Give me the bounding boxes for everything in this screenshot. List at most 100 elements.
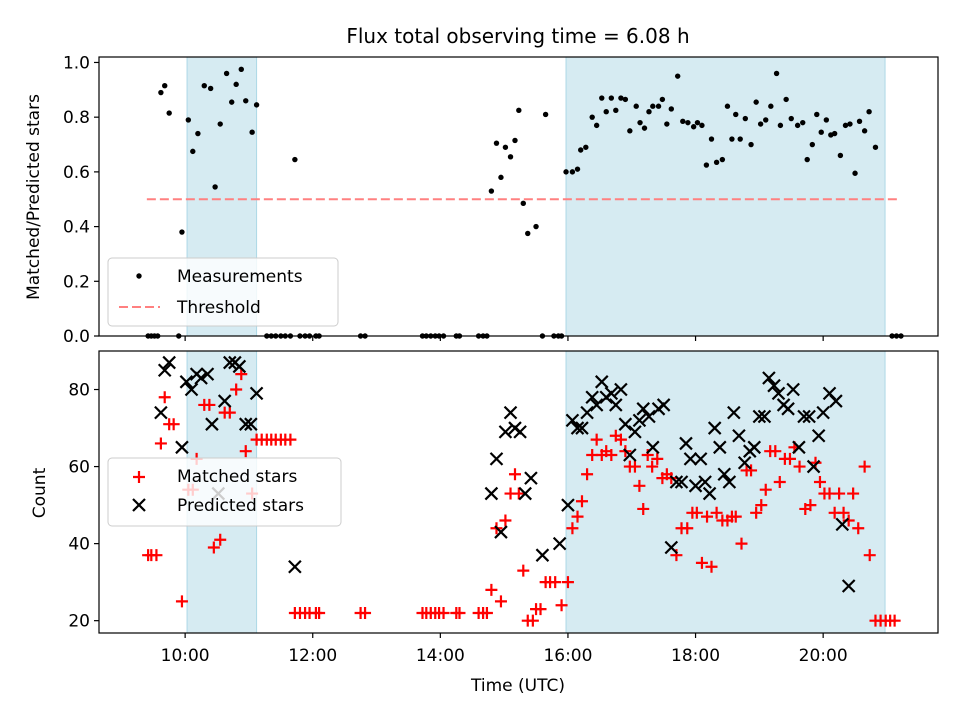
- measurement-point: [201, 83, 207, 89]
- measurement-point: [748, 141, 754, 148]
- matched-star-point: [313, 606, 326, 619]
- predicted-star-point: [664, 540, 679, 555]
- measurement-point: [856, 118, 863, 124]
- matched-star-point: [710, 506, 723, 519]
- measurement-point: [866, 109, 872, 115]
- measurement-point: [664, 121, 670, 127]
- measurement-point: [574, 166, 581, 172]
- predicted-star-point: [494, 525, 508, 539]
- predicted-star-point: [194, 371, 208, 385]
- legend-matched-label: Matched stars: [177, 467, 297, 487]
- predicted-star-point: [618, 417, 633, 431]
- matched-star-point: [154, 437, 167, 450]
- x-axis-label: Time (UTC): [470, 676, 565, 696]
- measurement-point: [650, 103, 656, 109]
- measurement-point: [158, 89, 164, 96]
- measurement-point: [190, 148, 196, 155]
- bottom-y-axis-label: Count: [30, 467, 50, 518]
- measurement-point: [713, 159, 720, 166]
- predicted-star-point: [570, 421, 585, 435]
- matched-star-point: [175, 595, 188, 608]
- predicted-star-point: [200, 367, 215, 381]
- predicted-star-point: [757, 409, 772, 424]
- top-y-ticks: 0.0 0.2 0.4 0.6 0.8 1.0: [63, 53, 99, 347]
- matched-star-point: [769, 445, 782, 458]
- predicted-star-point: [713, 440, 727, 455]
- measurement-point: [207, 85, 214, 92]
- measurement-point: [737, 136, 743, 142]
- predicted-star-point: [636, 402, 651, 416]
- measurement-point: [757, 121, 764, 127]
- measurement-point: [719, 156, 726, 163]
- measurement-point: [690, 124, 697, 130]
- measurement-point: [823, 117, 830, 123]
- measurement-point: [166, 110, 172, 116]
- measurement-point: [794, 122, 801, 129]
- matched-star-point: [783, 452, 796, 465]
- matched-star-point: [705, 560, 718, 573]
- predicted-star-point: [489, 452, 504, 466]
- top-y-tick-label: 0.6: [63, 163, 90, 183]
- predicted-star-point: [565, 413, 580, 428]
- matched-star-point: [750, 506, 763, 519]
- matched-star-point: [646, 460, 659, 473]
- bottom-y-tick-label: 60: [68, 458, 90, 478]
- matched-star-point: [793, 460, 806, 473]
- predicted-star-point: [580, 405, 594, 420]
- predicted-star-point: [614, 382, 628, 397]
- predicted-star-point: [513, 425, 527, 439]
- measurement-point: [233, 81, 239, 88]
- matched-star-point: [605, 449, 618, 462]
- matched-star-point: [167, 418, 180, 431]
- predicted-star-point: [835, 517, 850, 532]
- bottom-y-tick-label: 40: [68, 535, 90, 555]
- measurement-point: [613, 107, 619, 114]
- measurement-point: [800, 119, 806, 126]
- predicted-star-point: [717, 467, 732, 482]
- bottom-shaded-span-1: [565, 350, 886, 634]
- measurement-point: [646, 109, 652, 115]
- measurement-points: [145, 66, 904, 339]
- legend-measurements-marker: [136, 273, 142, 279]
- measurement-point: [195, 130, 201, 137]
- top-y-tick-label: 0.0: [63, 327, 90, 347]
- matched-star-point: [745, 464, 758, 477]
- matched-star-point: [637, 502, 650, 515]
- top-y-tick-label: 0.8: [63, 108, 90, 128]
- measurement-point: [831, 130, 838, 137]
- measurement-point: [753, 99, 759, 105]
- matched-star-point: [809, 456, 822, 469]
- matched-star-point: [837, 506, 850, 519]
- matched-star-point: [158, 391, 171, 404]
- bottom-legend: Matched stars Predicted stars: [107, 457, 342, 527]
- measurement-point: [668, 106, 675, 112]
- measurement-point: [637, 119, 643, 126]
- measurement-point: [618, 95, 624, 101]
- matched-star-point: [566, 522, 579, 535]
- measurement-point: [516, 107, 522, 114]
- predicted-star-point: [767, 378, 781, 393]
- measurement-point: [804, 156, 810, 163]
- matched-star-point: [239, 445, 252, 458]
- matched-star-point: [230, 383, 243, 396]
- predicted-star-point: [604, 386, 619, 401]
- measurement-point: [599, 95, 605, 101]
- measurement-point: [703, 162, 710, 168]
- measurement-point: [185, 117, 192, 123]
- matched-star-point: [571, 510, 584, 523]
- predicted-star-point: [524, 471, 538, 485]
- matched-star-point: [534, 603, 547, 616]
- measurement-point: [493, 140, 500, 146]
- predicted-star-point: [679, 436, 693, 451]
- top-x-ticks: [184, 336, 824, 341]
- bottom-y-ticks: 20 40 60 80: [68, 381, 99, 632]
- measurement-point: [217, 121, 223, 127]
- measurement-point: [773, 70, 780, 77]
- legend-predicted-marker: [132, 498, 146, 512]
- predicted-star-point: [786, 382, 800, 397]
- predicted-star-point: [747, 440, 762, 455]
- predicted-star-point: [841, 579, 856, 593]
- matched-star-point: [847, 487, 860, 500]
- measurement-point: [729, 136, 735, 142]
- predicted-star-point: [623, 448, 637, 462]
